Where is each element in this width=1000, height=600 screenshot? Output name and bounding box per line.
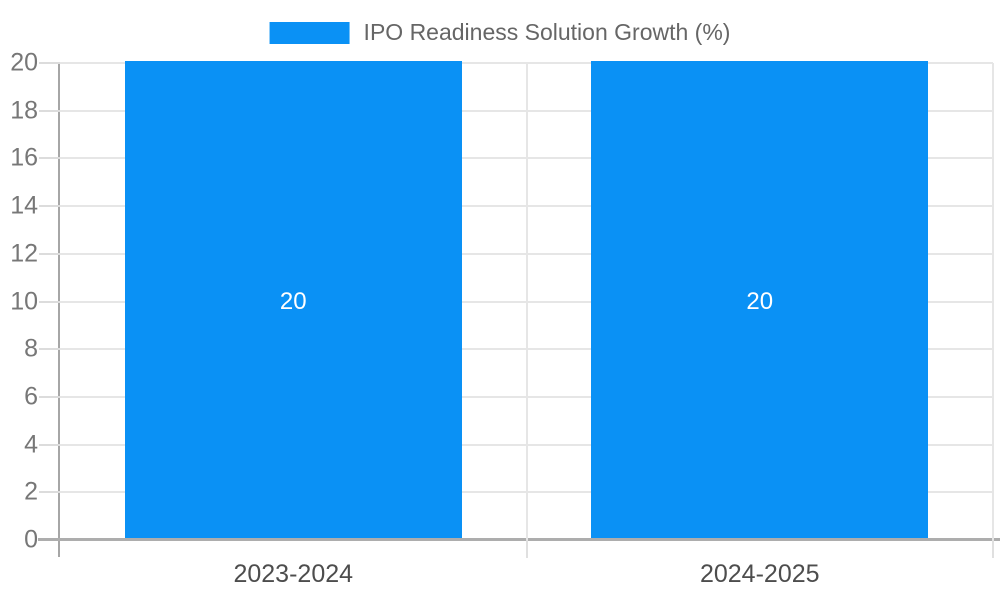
y-tick-label: 12 (10, 239, 38, 268)
bar (124, 61, 462, 538)
y-axis-line (58, 63, 60, 557)
y-tick-mark (39, 62, 60, 64)
legend-label: IPO Readiness Solution Growth (%) (363, 19, 731, 45)
y-tick-label: 6 (24, 382, 38, 411)
x-tick-label: 2023-2024 (233, 560, 354, 588)
y-tick-mark (39, 348, 60, 351)
x-tick-mark (525, 540, 528, 558)
x-tick-mark (992, 540, 994, 558)
gridline (525, 63, 528, 540)
legend[interactable]: IPO Readiness Solution Growth (%) (269, 19, 731, 46)
y-tick-label: 18 (10, 96, 38, 125)
gridline (992, 63, 994, 540)
y-tick-label: 4 (24, 430, 38, 459)
bar-value-label: 20 (279, 287, 307, 315)
bar (591, 61, 929, 538)
y-tick-mark (39, 252, 60, 255)
bar-value-label: 20 (746, 287, 774, 315)
y-tick-mark (39, 205, 60, 208)
y-tick-mark (39, 395, 60, 398)
y-tick-mark (39, 491, 60, 494)
y-tick-mark (39, 443, 60, 446)
y-tick-label: 20 (10, 48, 38, 77)
y-tick-mark (39, 109, 60, 112)
y-tick-label: 0 (24, 525, 38, 554)
legend-swatch (269, 21, 350, 44)
y-tick-label: 2 (24, 477, 38, 506)
x-axis-baseline (38, 538, 1000, 541)
y-tick-label: 8 (24, 334, 38, 363)
y-tick-mark (39, 300, 60, 303)
y-tick-mark (39, 157, 60, 160)
y-tick-label: 16 (10, 143, 38, 172)
plot-area: 0 2 4 6 8 10 12 14 16 18 20 20 2023-2024 20 2024-2025 (10, 50, 1000, 588)
y-tick-label: 10 (10, 287, 38, 315)
y-tick-label: 14 (10, 191, 38, 220)
x-tick-label: 2024-2025 (699, 560, 820, 588)
